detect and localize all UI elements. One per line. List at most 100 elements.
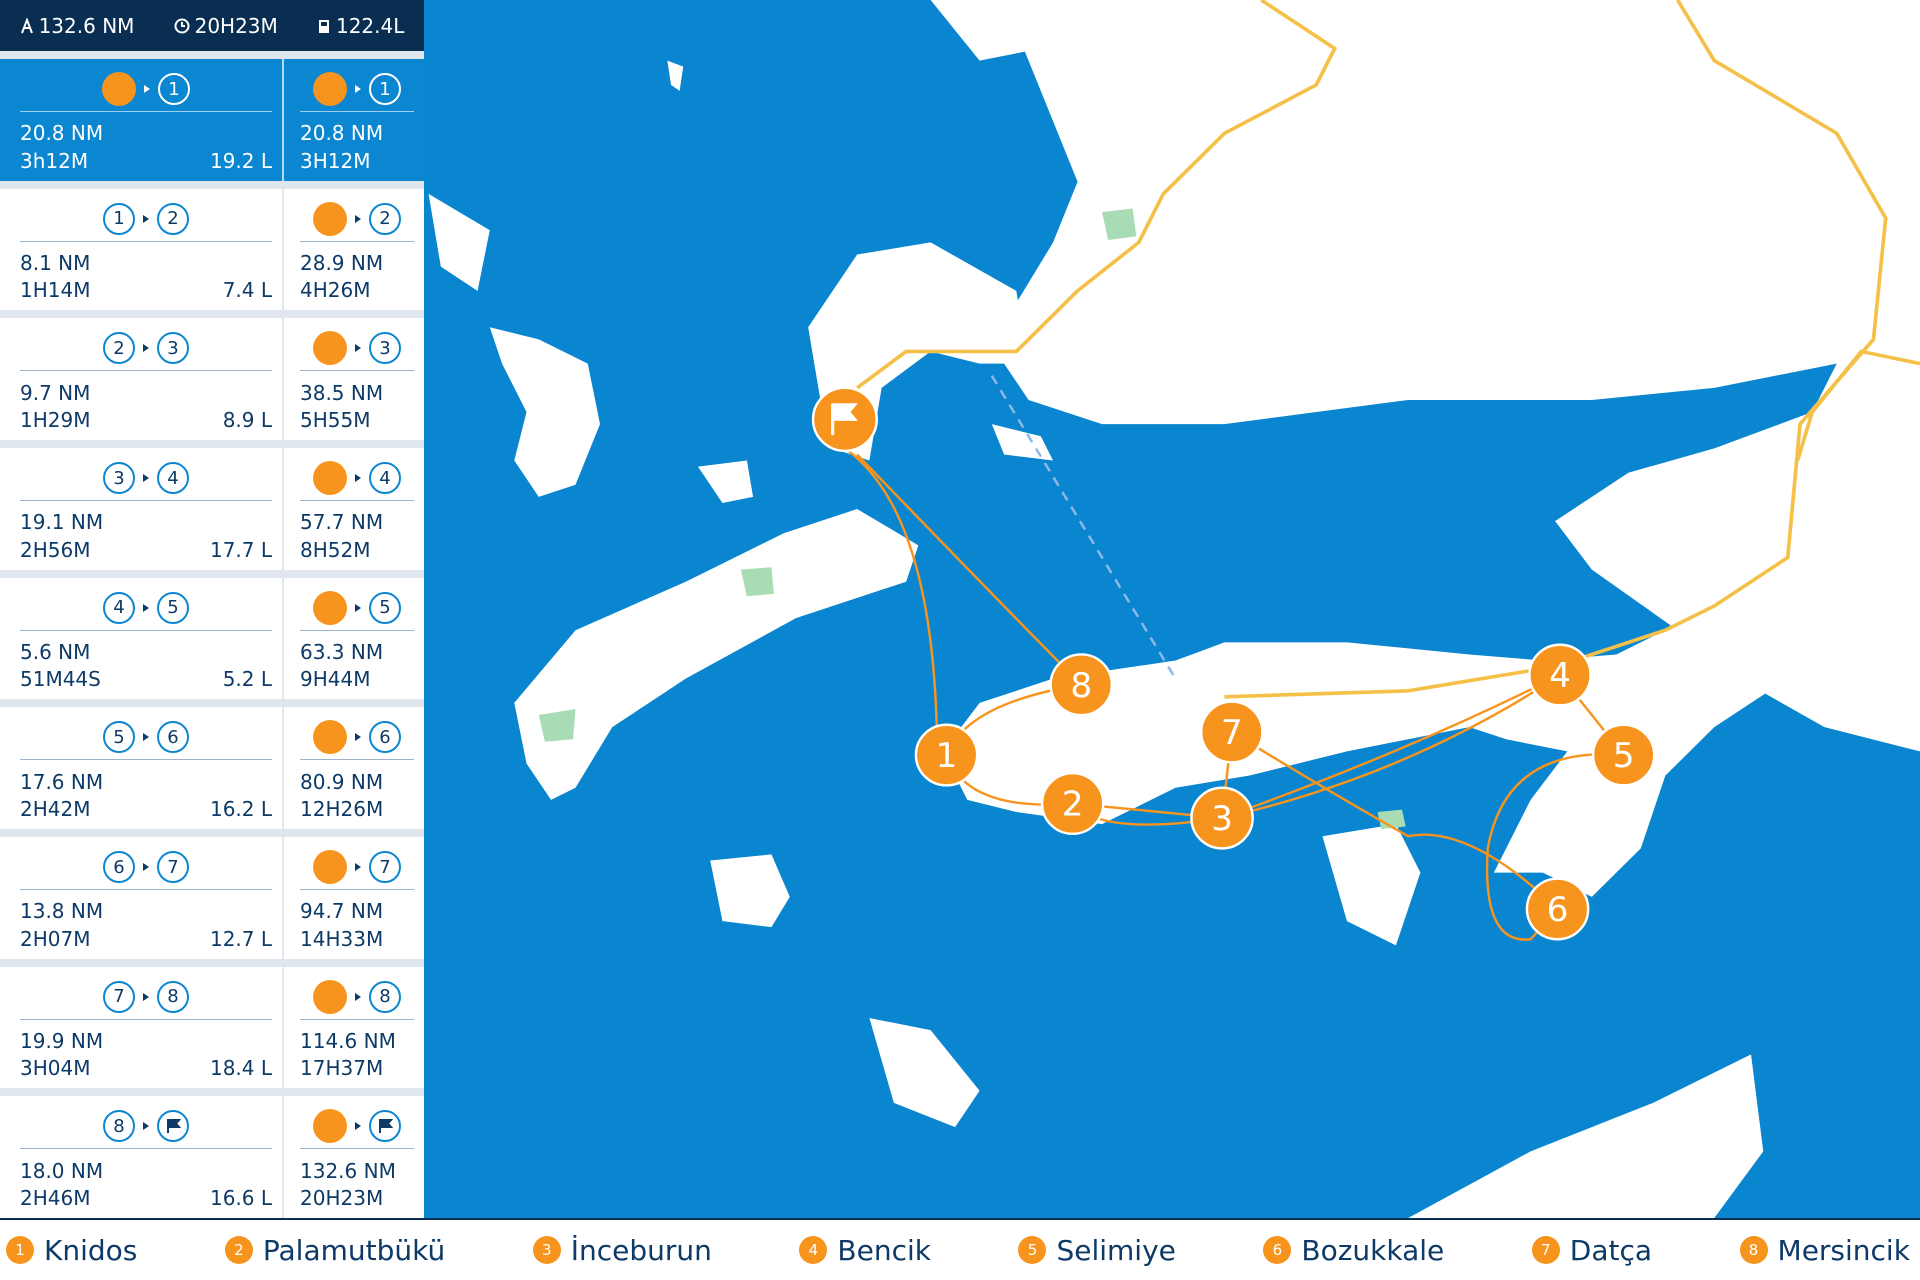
leg-bottom: 2H07M 12.7 L	[20, 927, 272, 951]
cumulative-distance: 38.5 NM	[300, 380, 384, 405]
leg-cell: 8 18.0 NM 2H46M 16.6 L	[0, 1096, 284, 1219]
legend-name: Knidos	[44, 1233, 138, 1267]
leg-row[interactable]: 1 2 8.1 NM 1H14M 7.4 L 2 28.9 NM 4H26M	[0, 188, 424, 311]
waypoint-number: 2	[103, 332, 135, 365]
waypoint-marker[interactable]	[1040, 772, 1105, 836]
leg-duration: 3H04M	[20, 1056, 91, 1081]
leg-row[interactable]: 2 3 9.7 NM 1H29M 8.9 L 3 38.5 NM 5H55M	[0, 318, 424, 441]
arrow	[355, 603, 361, 612]
arrow	[355, 863, 361, 872]
leg-distance: 19.9 NM	[20, 1029, 104, 1054]
leg-duration: 1H29M	[20, 408, 91, 432]
leg-distance: 19.1 NM	[20, 510, 104, 535]
legend-item[interactable]: 7 Datça	[1531, 1233, 1653, 1267]
leg-bottom: 1H29M 8.9 L	[20, 408, 272, 432]
cumulative-bottom: 4H26M	[300, 278, 414, 302]
leg-duration: 2H07M	[20, 926, 91, 951]
legend-item[interactable]: 6 Bozukkale	[1263, 1234, 1444, 1267]
legend-item[interactable]: 5 Selimiye	[1018, 1234, 1176, 1267]
leg-fuel: 19.2 L	[209, 148, 272, 173]
leg-duration: 1H14M	[20, 278, 91, 303]
flag-icon	[831, 403, 858, 436]
cumulative-duration: 12H26M	[300, 797, 384, 822]
cumulative-icons: 4	[300, 456, 414, 502]
arrow	[143, 863, 149, 872]
leg-cell: 5 6 17.6 NM 2H42M 16.2 L	[0, 707, 284, 830]
waypoint-number: 1	[103, 202, 135, 235]
leg-row[interactable]: 4 5 5.6 NM 51M44S 5.2 L 5 63.3 NM 9H44M	[0, 577, 424, 700]
waypoint-number: 8	[103, 1110, 135, 1143]
start-dot	[313, 720, 347, 755]
leg-bottom: 3h12M 19.2 L	[20, 149, 272, 173]
waypoint-number: 3	[157, 332, 189, 365]
legend-item[interactable]: 3 İnceburun	[532, 1234, 712, 1267]
cumulative-distance: 94.7 NM	[300, 899, 384, 924]
leg-row[interactable]: 1 20.8 NM 3h12M 19.2 L 1 20.8 NM 3H12M	[0, 59, 424, 181]
leg-bottom: 2H56M 17.7 L	[20, 538, 272, 562]
total-distance-value: 132.6 NM	[38, 13, 135, 38]
waypoint-number: 4	[103, 591, 135, 624]
waypoint-number: 4	[157, 462, 189, 495]
legend-name: Datça	[1569, 1233, 1653, 1267]
waypoint-marker[interactable]	[1528, 643, 1592, 707]
legend-item[interactable]: 8 Mersincik	[1739, 1234, 1910, 1267]
waypoint-marker[interactable]	[1525, 877, 1590, 941]
leg-row[interactable]: 7 8 19.9 NM 3H04M 18.4 L 8 114.6 NM 17H37M	[0, 966, 424, 1089]
leg-row[interactable]: 6 7 13.8 NM 2H07M 12.7 L 7 94.7 NM 14H33M	[0, 837, 424, 959]
leg-icons: 8	[20, 1104, 272, 1150]
legend-item[interactable]: 4 Bencik	[799, 1234, 931, 1267]
cumulative-bottom: 5H55M	[300, 408, 414, 432]
leg-distance: 8.1 NM	[20, 251, 91, 275]
legend-item[interactable]: 2 Palamutbükü	[224, 1233, 446, 1267]
waypoint-number: 7	[369, 851, 401, 884]
distance-icon	[20, 17, 33, 33]
cumulative-bottom: 9H44M	[300, 667, 414, 691]
cumulative-distance: 80.9 NM	[300, 769, 384, 794]
waypoint-marker[interactable]	[1591, 723, 1656, 787]
arrow	[355, 733, 361, 742]
leg-distance: 5.6 NM	[20, 640, 91, 665]
waypoint-number: 7	[103, 980, 135, 1013]
leg-row[interactable]: 3 4 19.1 NM 2H56M 17.7 L 4 57.7 NM 8H52M	[0, 448, 424, 570]
arrow	[355, 1122, 361, 1131]
cumulative-distance: 28.9 NM	[300, 251, 384, 275]
leg-bottom: 2H46M 16.6 L	[20, 1186, 272, 1210]
waypoint-marker-label: 2	[1062, 785, 1084, 825]
leg-distance: 9.7 NM	[20, 380, 91, 405]
leg-duration: 2H56M	[20, 537, 91, 562]
leg-fuel: 8.9 L	[222, 408, 272, 432]
leg-row[interactable]: 5 6 17.6 NM 2H42M 16.2 L 6 80.9 NM 12H26M	[0, 707, 424, 830]
cumulative-duration: 4H26M	[300, 278, 371, 303]
arrow	[355, 992, 361, 1001]
legend-item[interactable]: 1 Knidos	[6, 1234, 137, 1267]
start-dot	[102, 72, 136, 106]
waypoint-marker[interactable]	[914, 723, 979, 787]
cumulative-cell: 132.6 NM 20H23M	[284, 1096, 424, 1218]
leg-cell: 6 7 13.8 NM 2H07M 12.7 L	[0, 837, 284, 959]
waypoint-marker[interactable]	[1190, 786, 1254, 850]
arrow	[355, 214, 361, 223]
legend-number: 1	[6, 1236, 34, 1264]
waypoint-marker[interactable]	[1200, 700, 1264, 764]
waypoint-marker-label: 3	[1211, 799, 1233, 839]
cumulative-icons: 2	[300, 197, 414, 242]
leg-distance: 18.0 NM	[20, 1158, 104, 1183]
leg-fuel: 16.6 L	[209, 1186, 272, 1211]
leg-duration: 2H42M	[20, 797, 91, 822]
leg-icons: 1	[20, 67, 272, 112]
waypoint-number: 5	[103, 721, 135, 754]
leg-fuel: 7.4 L	[222, 278, 272, 303]
leg-row[interactable]: 8 18.0 NM 2H46M 16.6 L 132.6 NM 20H23M	[0, 1096, 424, 1219]
cumulative-bottom: 8H52M	[300, 538, 414, 562]
arrow	[355, 85, 361, 93]
leg-cell: 7 8 19.9 NM 3H04M 18.4 L	[0, 966, 284, 1089]
waypoint-marker[interactable]	[1049, 653, 1114, 717]
legend-number: 2	[224, 1236, 253, 1264]
legend-name: Palamutbükü	[262, 1233, 446, 1267]
arrow	[143, 733, 149, 742]
arrow	[143, 344, 149, 353]
cumulative-duration: 5H55M	[300, 408, 371, 432]
